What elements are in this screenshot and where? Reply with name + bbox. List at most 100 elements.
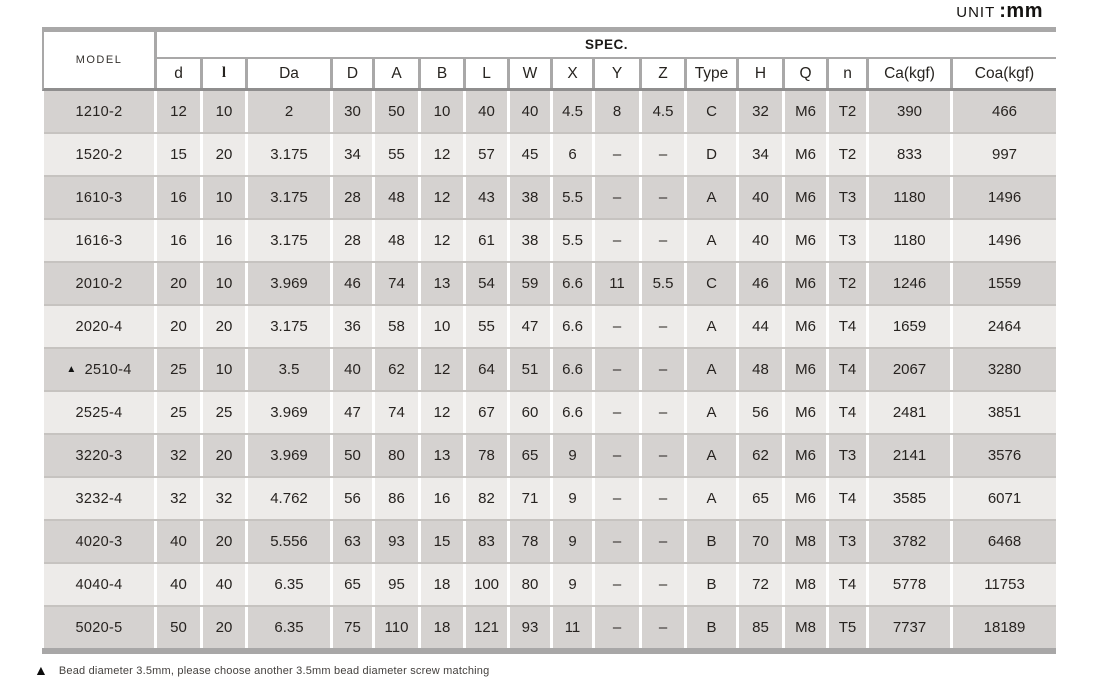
spec-cell-d: 63	[333, 521, 372, 562]
spec-cell-a: 95	[375, 564, 418, 605]
spec-cell-d: 15	[157, 134, 200, 175]
spec-cell-l: 78	[466, 435, 507, 476]
spec-cell-coakgf: 11753	[953, 564, 1056, 605]
spec-cell-y: –	[595, 564, 639, 605]
model-number: 1610-3	[75, 189, 123, 206]
column-header-a: A	[375, 59, 418, 88]
spec-cell-d: 50	[333, 435, 372, 476]
column-header-q: Q	[785, 59, 826, 88]
spec-cell-type: A	[687, 478, 736, 519]
table-row: 2020-4 20 20 3.175 36 58 10 55 47 6.6– – A 44 M6 T4 165…	[44, 304, 1056, 347]
spec-cell-d: 40	[157, 521, 200, 562]
model-cell: 4040-4	[44, 564, 154, 605]
spec-cell-y: –	[595, 349, 639, 390]
spec-cell-l: 64	[466, 349, 507, 390]
spec-cell-a: 74	[375, 263, 418, 304]
spec-cell-b: 12	[421, 177, 463, 218]
spec-cell-q: M6	[785, 435, 826, 476]
spec-cell-l: 20	[203, 607, 245, 648]
spec-cell-w: 51	[510, 349, 550, 390]
spec-cell-y: –	[595, 478, 639, 519]
spec-cell-cakgf: 2067	[869, 349, 950, 390]
spec-cell-l: 10	[203, 349, 245, 390]
spec-cell-l: 40	[203, 564, 245, 605]
spec-cell-z: 5.5	[642, 263, 684, 304]
spec-cell-type: D	[687, 134, 736, 175]
spec-cell-da: 3.969	[248, 392, 330, 433]
model-cell: 1616-3	[44, 220, 154, 261]
spec-cell-l: 20	[203, 435, 245, 476]
spec-cell-x: 4.5	[553, 91, 592, 132]
spec-cell-l: 20	[203, 521, 245, 562]
spec-cell-y: –	[595, 177, 639, 218]
model-cell: 1610-3	[44, 177, 154, 218]
column-header-b: B	[421, 59, 463, 88]
model-cell: 5020-5	[44, 607, 154, 648]
spec-cell-n: T3	[829, 220, 866, 261]
spec-cell-da: 6.35	[248, 607, 330, 648]
spec-cell-q: M6	[785, 177, 826, 218]
spec-cell-cakgf: 390	[869, 91, 950, 132]
spec-cell-type: B	[687, 564, 736, 605]
spec-cell-w: 38	[510, 177, 550, 218]
spec-cell-w: 80	[510, 564, 550, 605]
spec-cell-z: –	[642, 521, 684, 562]
spec-cell-d: 40	[157, 564, 200, 605]
spec-group-header: SPEC.	[157, 32, 1056, 59]
spec-cell-x: 6.6	[553, 349, 592, 390]
spec-cell-type: B	[687, 607, 736, 648]
column-header-n: n	[829, 59, 866, 88]
model-cell: ▲ 2510-4	[44, 349, 154, 390]
model-cell: 3220-3	[44, 435, 154, 476]
spec-cell-l: 83	[466, 521, 507, 562]
spec-cell-coakgf: 1496	[953, 220, 1056, 261]
spec-cell-type: A	[687, 220, 736, 261]
spec-cell-l: 54	[466, 263, 507, 304]
spec-cell-z: –	[642, 134, 684, 175]
spec-cell-d: 65	[333, 564, 372, 605]
spec-cell-d: 47	[333, 392, 372, 433]
spec-cell-x: 9	[553, 478, 592, 519]
spec-cell-l: 16	[203, 220, 245, 261]
spec-cell-q: M8	[785, 607, 826, 648]
spec-cell-z: –	[642, 478, 684, 519]
spec-cell-b: 12	[421, 134, 463, 175]
spec-cell-da: 3.969	[248, 435, 330, 476]
spec-cell-coakgf: 3576	[953, 435, 1056, 476]
spec-cell-a: 80	[375, 435, 418, 476]
model-number: 1616-3	[75, 232, 123, 249]
spec-cell-type: A	[687, 392, 736, 433]
unit-label: UNIT	[956, 4, 996, 21]
spec-cell-l: 43	[466, 177, 507, 218]
spec-cell-l: 10	[203, 91, 245, 132]
spec-cell-z: –	[642, 306, 684, 347]
spec-cell-type: A	[687, 435, 736, 476]
spec-cell-x: 6.6	[553, 306, 592, 347]
spec-cell-n: T4	[829, 349, 866, 390]
model-number: 1210-2	[75, 103, 123, 120]
spec-cell-coakgf: 1496	[953, 177, 1056, 218]
spec-cell-da: 3.969	[248, 263, 330, 304]
spec-cell-h: 34	[739, 134, 782, 175]
spec-cell-cakgf: 3782	[869, 521, 950, 562]
column-header-x: X	[553, 59, 592, 88]
spec-cell-b: 16	[421, 478, 463, 519]
spec-cell-q: M6	[785, 220, 826, 261]
spec-cell-b: 10	[421, 91, 463, 132]
spec-cell-y: –	[595, 607, 639, 648]
spec-cell-h: 65	[739, 478, 782, 519]
spec-cell-da: 3.175	[248, 220, 330, 261]
spec-cell-da: 3.175	[248, 306, 330, 347]
column-header-cakgf: Ca(kgf)	[869, 59, 950, 88]
spec-cell-w: 78	[510, 521, 550, 562]
spec-cell-n: T2	[829, 134, 866, 175]
spec-cell-d: 46	[333, 263, 372, 304]
spec-cell-b: 10	[421, 306, 463, 347]
spec-cell-type: A	[687, 349, 736, 390]
triangle-marker-icon: ▲	[34, 662, 48, 678]
spec-cell-x: 5.5	[553, 177, 592, 218]
spec-cell-coakgf: 6071	[953, 478, 1056, 519]
spec-cell-l: 82	[466, 478, 507, 519]
